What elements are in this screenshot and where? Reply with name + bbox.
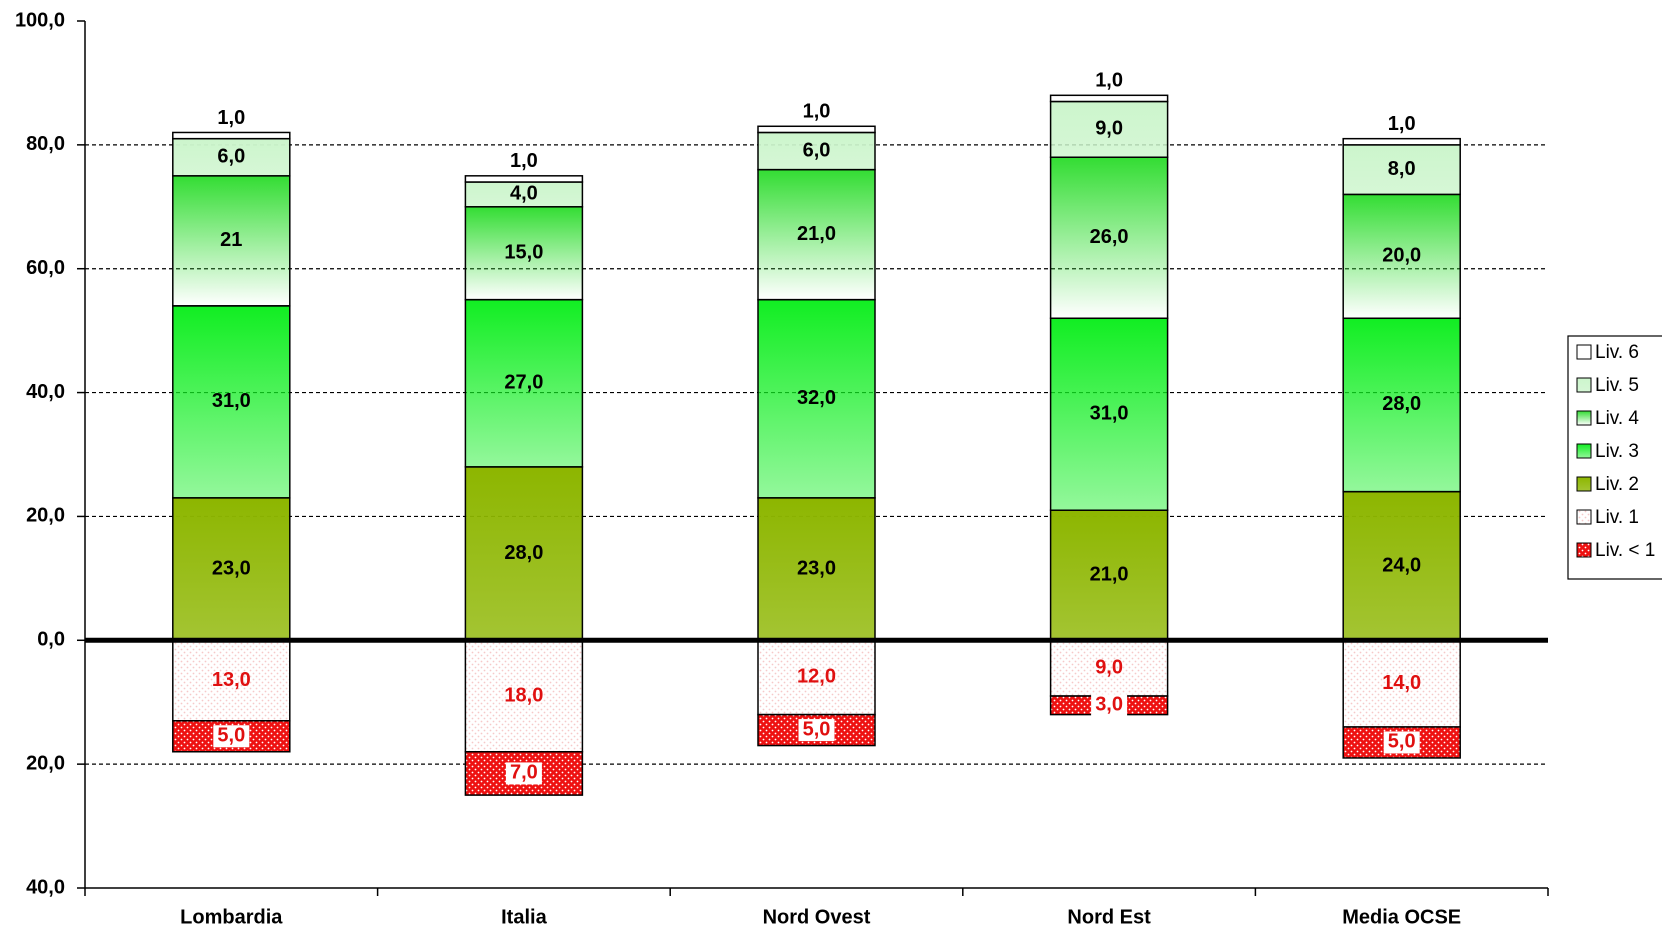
data-label: 6,0 [217, 146, 245, 168]
data-label: 21,0 [1090, 564, 1129, 586]
bar-segment [1049, 156, 1169, 320]
bar-segment [1342, 490, 1461, 642]
bar-segment [757, 639, 876, 716]
data-label: 4,0 [510, 183, 538, 205]
data-label: 12,0 [797, 666, 836, 688]
bar-segment [757, 131, 876, 171]
x-tick-label: Nord Est [1067, 906, 1151, 928]
x-tick-label: Media OCSE [1342, 906, 1461, 928]
y-tick-label: 40,0 [26, 381, 65, 403]
bar-segment [172, 131, 291, 140]
data-label: 28,0 [1382, 393, 1421, 415]
data-label: 28,0 [504, 542, 543, 564]
x-tick-label: Nord Ovest [763, 906, 871, 928]
bar-segment [1049, 100, 1169, 158]
bar-segment [1049, 509, 1169, 642]
legend-label: Liv. 3 [1595, 441, 1639, 462]
x-tick-label: Italia [501, 906, 547, 928]
bar-segment [464, 466, 584, 642]
data-label: 1,0 [1388, 113, 1416, 135]
legend-label: Liv. 4 [1595, 408, 1639, 429]
data-label: 1,0 [510, 150, 538, 172]
data-label: 27,0 [504, 372, 543, 394]
legend-swatch [1576, 410, 1592, 426]
bar-segment [464, 175, 584, 183]
bar-segment [1049, 94, 1169, 103]
y-tick-label: 60,0 [26, 257, 65, 279]
data-label: 14,0 [1382, 672, 1421, 694]
bar-segment [464, 181, 584, 208]
y-tick-label: 80,0 [26, 133, 65, 155]
y-tick-label: 100,0 [15, 9, 65, 31]
data-label: 31,0 [1090, 403, 1129, 425]
y-tick-label: 20,0 [26, 752, 65, 774]
legend-swatch [1576, 443, 1592, 459]
bar-segment [1342, 193, 1461, 320]
y-tick-label: 40,0 [26, 876, 65, 898]
data-label: 23,0 [212, 557, 251, 579]
data-label: 31,0 [212, 390, 251, 412]
data-label: 20,0 [1382, 245, 1421, 267]
data-label: 6,0 [803, 139, 831, 161]
y-tick-label: 20,0 [26, 505, 65, 527]
legend-swatch [1576, 377, 1592, 393]
bar-segment [464, 639, 584, 753]
data-label: 9,0 [1095, 656, 1123, 678]
data-label: 26,0 [1090, 226, 1129, 248]
data-label: 21,0 [797, 223, 836, 245]
bar-segment [172, 175, 291, 307]
legend-label: Liv. < 1 [1595, 540, 1655, 561]
bar-segment [757, 125, 876, 134]
bar-segment [172, 639, 291, 722]
data-label: 21 [220, 229, 242, 251]
data-label: 1,0 [217, 107, 245, 129]
data-label: 24,0 [1382, 554, 1421, 576]
data-label: 3,0 [1095, 694, 1123, 716]
y-tick-label: 0,0 [37, 629, 65, 651]
data-label: 8,0 [1388, 158, 1416, 180]
legend-swatch [1576, 509, 1592, 525]
bar-segment [1049, 639, 1169, 697]
data-label: 1,0 [803, 101, 831, 123]
bar-segment [757, 298, 876, 499]
data-label: 32,0 [797, 387, 836, 409]
data-label: 5,0 [1388, 731, 1416, 753]
legend-swatch [1576, 542, 1592, 558]
data-label: 9,0 [1095, 118, 1123, 140]
data-label: 5,0 [803, 718, 831, 740]
data-label: 15,0 [504, 242, 543, 264]
bar-segment [464, 298, 584, 468]
legend-label: Liv. 6 [1595, 342, 1639, 363]
data-label: 13,0 [212, 669, 251, 691]
bar-segment [464, 206, 584, 301]
bar-segment [757, 497, 876, 642]
data-label: 1,0 [1095, 70, 1123, 92]
legend-swatch [1576, 476, 1592, 492]
data-label: 18,0 [504, 684, 543, 706]
data-label: 5,0 [217, 725, 245, 747]
bar-segment [1342, 144, 1461, 196]
data-label: 23,0 [797, 557, 836, 579]
bar-segment [172, 137, 291, 177]
bar-segment [757, 168, 876, 301]
legend-label: Liv. 2 [1595, 474, 1639, 495]
legend-swatch [1576, 344, 1592, 360]
x-tick-label: Lombardia [180, 906, 283, 928]
legend-label: Liv. 5 [1595, 375, 1639, 396]
data-label: 7,0 [510, 762, 538, 784]
bar-segment [1342, 137, 1461, 146]
legend-label: Liv. 1 [1595, 507, 1639, 528]
